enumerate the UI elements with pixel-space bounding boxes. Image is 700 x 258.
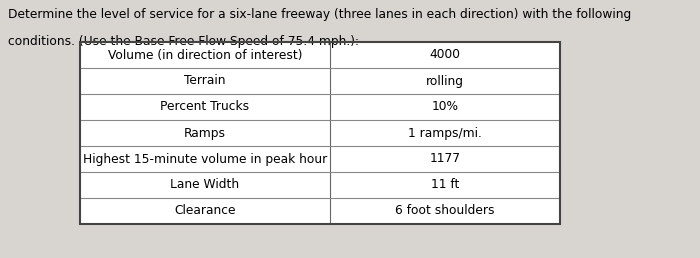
Text: conditions. (Use the Base Free Flow Speed of 75.4 mph.):: conditions. (Use the Base Free Flow Spee… xyxy=(8,35,359,48)
Text: 11 ft: 11 ft xyxy=(430,179,459,191)
Text: 1177: 1177 xyxy=(430,152,461,165)
Text: rolling: rolling xyxy=(426,75,464,87)
Text: Highest 15-minute volume in peak hour: Highest 15-minute volume in peak hour xyxy=(83,152,327,165)
Text: Clearance: Clearance xyxy=(174,205,236,217)
Text: Determine the level of service for a six-lane freeway (three lanes in each direc: Determine the level of service for a six… xyxy=(8,8,631,21)
Text: 1 ramps/mi.: 1 ramps/mi. xyxy=(408,126,482,140)
Bar xyxy=(80,42,560,224)
Text: Volume (in direction of interest): Volume (in direction of interest) xyxy=(108,49,302,61)
Bar xyxy=(80,42,560,224)
Text: 4000: 4000 xyxy=(430,49,461,61)
Text: Percent Trucks: Percent Trucks xyxy=(160,101,250,114)
Text: 6 foot shoulders: 6 foot shoulders xyxy=(395,205,495,217)
Text: Ramps: Ramps xyxy=(184,126,226,140)
Text: 10%: 10% xyxy=(431,101,458,114)
Text: Lane Width: Lane Width xyxy=(170,179,239,191)
Text: Terrain: Terrain xyxy=(184,75,225,87)
